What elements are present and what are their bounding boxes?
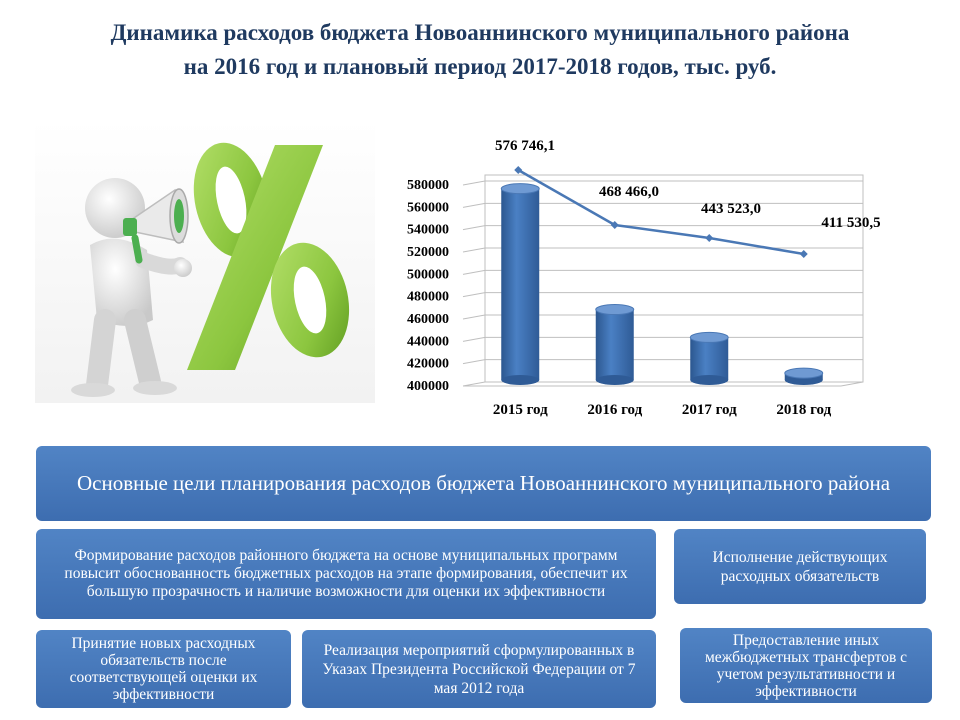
y-tick-label: 520000 xyxy=(407,245,449,260)
bar-cap xyxy=(500,183,540,195)
goal-new-obligations-text: Принятие новых расходных обязательств по… xyxy=(69,635,258,703)
bar-base xyxy=(501,375,540,385)
goal-program-budgeting: Формирование расходов районного бюджета … xyxy=(36,529,656,619)
bar-body xyxy=(690,337,729,380)
goal-interbudget-transfers: Предоставление иных межбюджетных трансфе… xyxy=(680,628,932,703)
y-tick-label: 440000 xyxy=(407,334,449,349)
y-tick-label: 420000 xyxy=(407,357,449,372)
gridline-diagonal xyxy=(462,336,486,342)
goal-execution: Исполнение действующих расходных обязате… xyxy=(674,529,926,604)
megaphone-percent-illustration xyxy=(35,120,375,403)
megaphone-icon xyxy=(123,188,189,264)
goal-new-obligations: Принятие новых расходных обязательств по… xyxy=(36,630,291,708)
y-tick-label: 400000 xyxy=(407,379,449,394)
line-series xyxy=(517,168,804,256)
x-axis-ticks: 2015 год 2016 год 2017 год 2018 год xyxy=(493,402,832,418)
title-line-1: Динамика расходов бюджета Новоаннинского… xyxy=(110,20,850,45)
bar-body xyxy=(501,188,540,380)
line-point xyxy=(799,250,808,258)
chart-gridlines xyxy=(462,174,864,387)
gridline-diagonal xyxy=(462,359,486,365)
bar-base xyxy=(690,375,729,385)
y-tick-label: 480000 xyxy=(407,290,449,305)
gridline-diagonal xyxy=(462,314,486,320)
line-point xyxy=(610,221,619,229)
data-label: 411 530,5 xyxy=(821,215,880,231)
floor-side xyxy=(840,381,864,387)
goal-execution-text: Исполнение действующих расходных обязате… xyxy=(712,548,888,585)
goals-header-text: Основные цели планирования расходов бюдж… xyxy=(76,471,891,495)
percent-icon xyxy=(187,142,350,370)
gridline-diagonal xyxy=(462,247,486,253)
gridline-diagonal xyxy=(462,292,486,298)
bar-body xyxy=(595,309,634,380)
y-tick-label: 560000 xyxy=(407,200,449,215)
goal-presidential-decrees-text: Реализация мероприятий сформулированных … xyxy=(322,641,636,697)
x-tick-label: 2018 год xyxy=(776,402,831,418)
gridline-diagonal xyxy=(462,269,486,275)
gridline-diagonal xyxy=(462,202,486,208)
data-label: 443 523,0 xyxy=(701,201,761,217)
y-tick-label: 500000 xyxy=(407,267,449,282)
page-title: Динамика расходов бюджета Новоаннинского… xyxy=(20,16,940,84)
bar-cap xyxy=(784,367,824,379)
bar-cap xyxy=(595,304,635,316)
y-tick-label: 540000 xyxy=(407,223,449,238)
goal-program-budgeting-text: Формирование расходов районного бюджета … xyxy=(64,547,628,600)
chart-bars xyxy=(500,183,824,385)
data-label: 468 466,0 xyxy=(599,184,659,200)
bar-base xyxy=(595,375,634,385)
budget-chart: 400000 420000 440000 460000 480000 500000 5200… xyxy=(407,138,880,418)
x-tick-label: 2015 год xyxy=(493,402,548,418)
data-label: 576 746,1 xyxy=(495,138,555,154)
line-point xyxy=(705,234,714,242)
x-tick-label: 2017 год xyxy=(682,402,737,418)
goal-presidential-decrees: Реализация мероприятий сформулированных … xyxy=(302,630,656,708)
x-tick-label: 2016 год xyxy=(587,402,642,418)
title-line-2: на 2016 год и плановый период 2017-2018 … xyxy=(183,54,777,79)
plot-area xyxy=(484,174,864,383)
bar-cap xyxy=(689,331,729,343)
chart-line xyxy=(514,166,808,258)
gridline-diagonal xyxy=(462,180,486,186)
gridline-diagonal xyxy=(462,381,486,387)
y-tick-label: 460000 xyxy=(407,312,449,327)
y-tick-label: 580000 xyxy=(407,178,449,193)
line-point xyxy=(514,166,523,174)
goal-interbudget-transfers-text: Предоставление иных межбюджетных трансфе… xyxy=(704,631,908,700)
chart-data-labels: 576 746,1 468 466,0 443 523,0 411 530,5 xyxy=(495,138,880,231)
y-axis-ticks: 400000 420000 440000 460000 480000 500000 5200… xyxy=(407,178,449,394)
gridline-diagonal xyxy=(462,225,486,231)
goals-header: Основные цели планирования расходов бюдж… xyxy=(36,446,931,521)
